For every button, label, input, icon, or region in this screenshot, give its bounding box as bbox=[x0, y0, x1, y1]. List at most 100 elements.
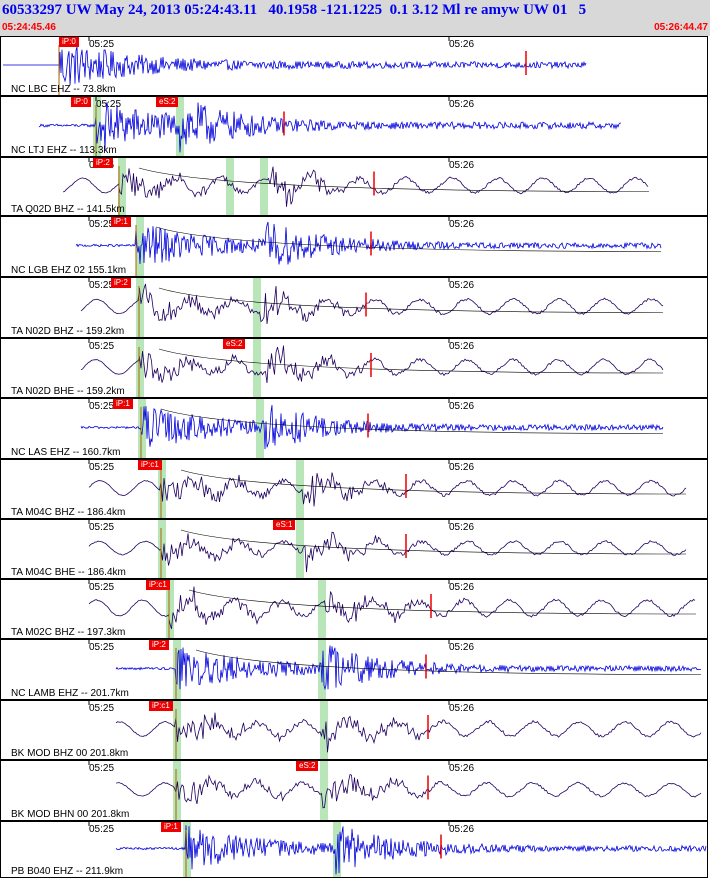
waveform-trace bbox=[75, 221, 662, 265]
station-label: NC LAS EHZ -- 160.7km bbox=[11, 447, 121, 458]
time-tick-label: 05:26 bbox=[449, 522, 475, 533]
event-title: 60533297 UW May 24, 2013 05:24:43.11 40.… bbox=[2, 2, 587, 18]
seismogram-panel[interactable]: 05:25 05:26 iP:0 eS:2 NC LTJ EHZ -- 113.3km bbox=[0, 96, 708, 157]
start-time-label: 05:24:45.46 bbox=[2, 22, 56, 33]
time-tick-label: 05:26 bbox=[449, 824, 475, 835]
waveform-plot bbox=[88, 580, 697, 638]
phase-pick-flag[interactable]: eS:2 bbox=[156, 97, 179, 107]
phase-pick-flag[interactable]: iP:1 bbox=[111, 217, 131, 227]
phase-pick-flag[interactable]: iP:2 bbox=[149, 640, 169, 650]
waveform-trace bbox=[80, 345, 664, 384]
waveform-trace bbox=[115, 825, 707, 875]
phase-window bbox=[136, 278, 144, 337]
seismogram-panel[interactable]: 05:25 05:26 iP:0 NC LBC EHZ -- 73.8km bbox=[0, 36, 708, 96]
waveform-plot bbox=[88, 761, 702, 820]
waveform-trace bbox=[88, 586, 696, 630]
station-label: TA N02D BHZ -- 159.2km bbox=[11, 326, 125, 337]
time-tick-label: 05:25 bbox=[89, 703, 115, 714]
station-label: TA M04C BHE -- 186.4km bbox=[11, 567, 126, 578]
phase-window bbox=[253, 278, 261, 337]
seismogram-panel[interactable]: 05:25 05:26 iP:c1 TA M02C BHZ -- 197.3km bbox=[0, 579, 708, 639]
time-tick-label: 05:26 bbox=[449, 582, 475, 593]
seismogram-panel[interactable]: 05:25 05:26 iP:1 NC LAS EHZ -- 160.7km bbox=[0, 398, 708, 459]
time-tick-label: 05:25 bbox=[89, 462, 115, 473]
phase-pick-flag[interactable]: eS:2 bbox=[296, 761, 319, 771]
time-tick-label: 05:26 bbox=[449, 703, 475, 714]
time-tick-label: 05:25 bbox=[89, 219, 115, 230]
phase-pick-flag[interactable]: iP:0 bbox=[59, 37, 79, 47]
time-tick-label: 05:25 bbox=[89, 280, 115, 291]
time-tick-label: 05:25 bbox=[89, 763, 115, 774]
phase-window bbox=[158, 520, 166, 578]
phase-pick-flag[interactable]: iP:c1 bbox=[149, 701, 173, 711]
phase-window bbox=[136, 339, 144, 397]
waveform-trace bbox=[115, 773, 702, 809]
waveform-plot bbox=[88, 460, 687, 518]
phase-window bbox=[296, 460, 304, 518]
travel-time-curve bbox=[188, 589, 697, 615]
waveform-plot bbox=[88, 701, 702, 759]
waveform-plot bbox=[75, 217, 662, 276]
time-tick-label: 05:26 bbox=[449, 39, 475, 50]
waveform-trace bbox=[62, 166, 649, 207]
phase-pick-flag[interactable]: iP:2 bbox=[111, 278, 131, 288]
time-tick-label: 05:25 bbox=[89, 341, 115, 352]
seismogram-panel[interactable]: 05:25 05:26 eS:2 TA N02D BHE -- 159.2km bbox=[0, 338, 708, 398]
seismogram-panel[interactable]: 05:25 05:26 eS:2 BK MOD BHN 00 201.8km bbox=[0, 760, 708, 821]
station-label: TA N02D BHE -- 159.2km bbox=[11, 386, 125, 397]
phase-window bbox=[296, 520, 304, 578]
phase-pick-flag[interactable]: iP:c1 bbox=[146, 580, 170, 590]
seismogram-panel[interactable]: 05:25 05:26 eS:1 TA M04C BHE -- 186.4km bbox=[0, 519, 708, 579]
seismogram-panel[interactable]: 05:25 05:26 iP:1 PB B040 EHZ -- 211.9km bbox=[0, 821, 708, 878]
phase-pick-flag[interactable]: iP:c1 bbox=[138, 460, 162, 470]
station-label: TA M02C BHZ -- 197.3km bbox=[11, 627, 126, 638]
waveform-trace bbox=[115, 645, 701, 691]
waveform-trace bbox=[80, 283, 664, 325]
time-tick-label: 05:26 bbox=[449, 160, 475, 171]
phase-window bbox=[320, 701, 328, 759]
waveform-trace bbox=[115, 712, 702, 753]
waveform-plot bbox=[88, 520, 687, 578]
phase-window bbox=[158, 460, 166, 518]
phase-pick-flag[interactable]: iP:0 bbox=[71, 97, 91, 107]
end-time-label: 05:26:44.47 bbox=[654, 22, 708, 33]
phase-window bbox=[256, 399, 264, 458]
seismogram-panel[interactable]: 05:25 05:26 iP:2 NC LAMB EHZ -- 201.7km bbox=[0, 639, 708, 700]
phase-pick-flag[interactable]: iP:2 bbox=[93, 158, 113, 168]
phase-pick-flag[interactable]: eS:2 bbox=[223, 339, 246, 349]
phase-window bbox=[173, 761, 181, 820]
seismogram-panel[interactable]: 05:25 05:26 iP:c1 TA M04C BHZ -- 186.4km bbox=[0, 459, 708, 519]
seismogram-panel[interactable]: 05:25 05:26 iP:c1 BK MOD BHZ 00 201.8km bbox=[0, 700, 708, 760]
travel-time-curve bbox=[195, 649, 702, 675]
time-tick-label: 05:26 bbox=[449, 642, 475, 653]
phase-window bbox=[260, 158, 268, 215]
phase-window bbox=[136, 217, 144, 276]
time-tick-label: 05:25 bbox=[89, 642, 115, 653]
seismogram-panels: 05:25 05:26 iP:0 NC LBC EHZ -- 73.8km 05:25 0… bbox=[0, 36, 710, 878]
station-label: NC LTJ EHZ -- 113.3km bbox=[11, 145, 117, 156]
time-tick-label: 05:26 bbox=[449, 763, 475, 774]
time-tick-label: 05:26 bbox=[449, 341, 475, 352]
phase-window bbox=[320, 761, 328, 820]
waveform-plot bbox=[80, 399, 664, 458]
phase-pick-flag[interactable]: iP:1 bbox=[113, 399, 133, 409]
time-tick-label: 05:26 bbox=[449, 99, 475, 110]
waveform-plot bbox=[62, 158, 650, 215]
time-tick-label: 05:26 bbox=[449, 219, 475, 230]
phase-pick-flag[interactable]: eS:1 bbox=[273, 520, 296, 530]
phase-pick-flag[interactable]: iP:1 bbox=[161, 822, 181, 832]
waveform-trace bbox=[38, 102, 622, 153]
waveform-plot bbox=[80, 278, 664, 337]
station-label: NC LBC EHZ -- 73.8km bbox=[11, 84, 116, 95]
waveform-plot bbox=[88, 640, 702, 699]
seismogram-panel[interactable]: 05:25 05:26 iP:2 TA N02D BHZ -- 159.2km bbox=[0, 277, 708, 338]
event-header: 60533297 UW May 24, 2013 05:24:43.11 40.… bbox=[0, 0, 710, 36]
travel-time-curve bbox=[158, 348, 664, 374]
seismogram-panel[interactable]: 05:25 05:26 iP:1 NC LGB EHZ 02 155.1km bbox=[0, 216, 708, 277]
phase-window bbox=[166, 580, 174, 638]
station-label: PB B040 EHZ -- 211.9km bbox=[11, 866, 124, 877]
waveform-plot bbox=[38, 97, 622, 156]
waveform-plot bbox=[3, 37, 587, 95]
phase-window bbox=[226, 158, 234, 215]
